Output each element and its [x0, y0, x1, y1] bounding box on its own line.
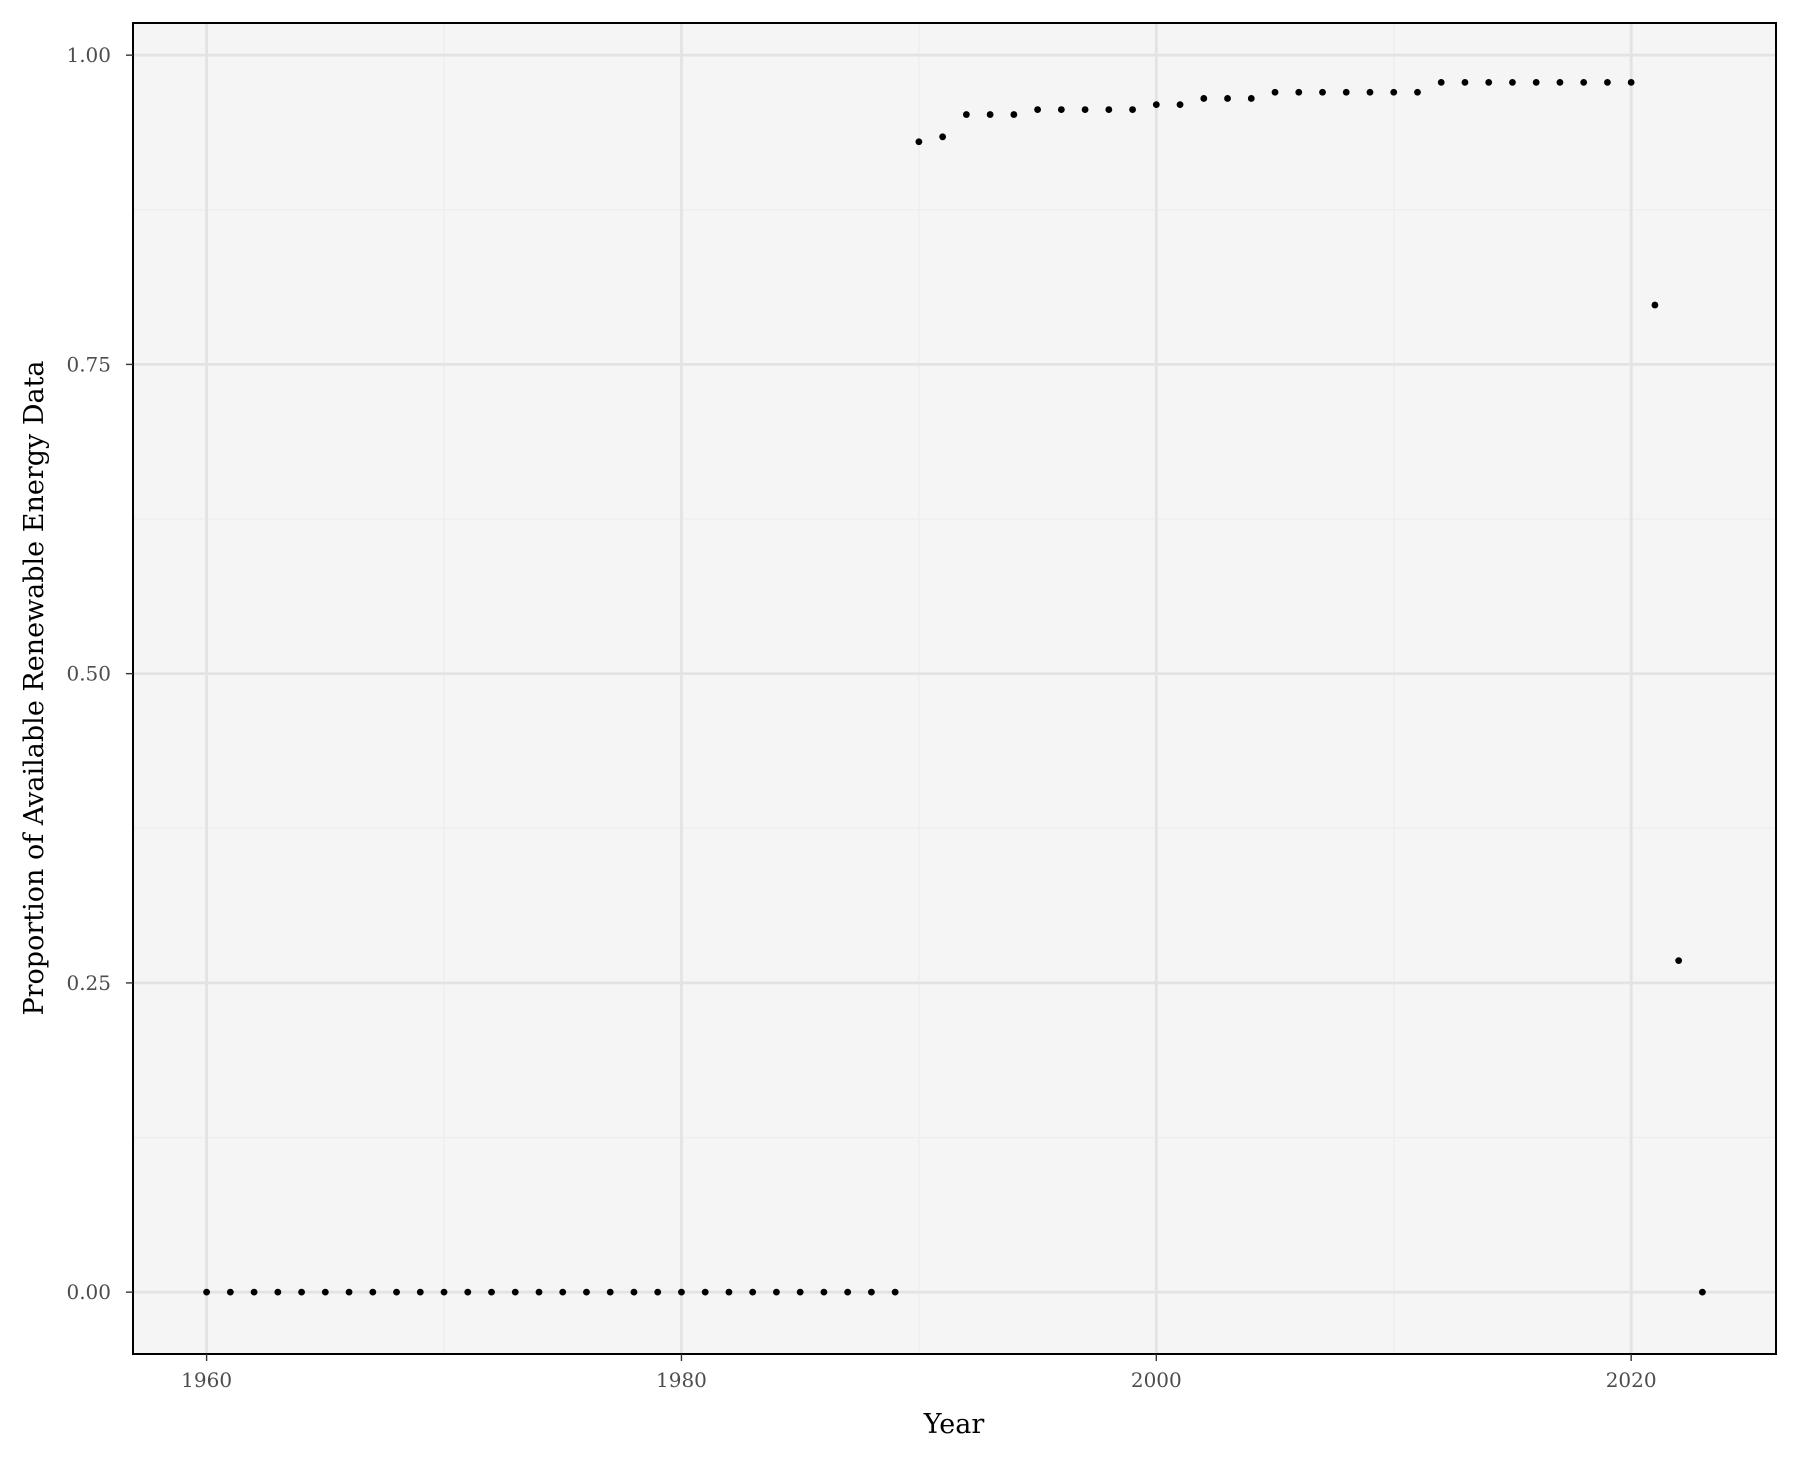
data-point	[440, 1288, 448, 1296]
data-point	[1437, 78, 1445, 86]
data-point	[369, 1288, 377, 1296]
data-point	[298, 1288, 305, 1296]
data-point	[1295, 88, 1303, 96]
data-point	[1366, 88, 1374, 96]
data-point	[1390, 88, 1398, 96]
major-gridlines	[133, 23, 1776, 1354]
data-point	[796, 1288, 804, 1296]
data-point	[773, 1288, 780, 1296]
data-point	[1532, 78, 1540, 86]
data-point	[1580, 78, 1588, 86]
data-point	[1224, 95, 1231, 102]
data-point	[1485, 78, 1493, 86]
x-tick-label: 1980	[656, 1368, 707, 1392]
data-point	[1034, 106, 1041, 113]
data-point	[915, 138, 923, 146]
data-point	[464, 1288, 472, 1296]
data-point	[630, 1288, 638, 1296]
data-point	[488, 1288, 495, 1296]
data-point	[1200, 95, 1208, 102]
data-point	[250, 1288, 258, 1296]
data-point	[678, 1288, 685, 1296]
data-point	[1627, 78, 1635, 86]
data-point	[393, 1288, 400, 1296]
data-point	[1010, 111, 1018, 118]
data-point	[1342, 88, 1350, 96]
x-tick-label: 2000	[1131, 1368, 1182, 1392]
data-points	[203, 78, 1706, 1296]
data-point	[868, 1288, 875, 1296]
data-point	[511, 1288, 519, 1296]
plot-panel-border	[132, 22, 1777, 1355]
data-point	[274, 1288, 282, 1296]
x-axis-title: Year	[923, 1409, 985, 1440]
y-axis-title: Proportion of Available Renewable Energy…	[19, 360, 50, 1015]
data-point	[1414, 88, 1421, 96]
data-point	[725, 1288, 733, 1296]
data-point	[1461, 78, 1469, 86]
data-point	[1247, 95, 1255, 102]
data-point	[583, 1288, 590, 1296]
x-tick-label: 2020	[1606, 1368, 1657, 1392]
data-point	[701, 1288, 709, 1296]
data-point	[1698, 1288, 1706, 1296]
data-point	[345, 1288, 353, 1296]
data-point	[1129, 106, 1136, 113]
data-point	[654, 1288, 662, 1296]
minor-gridlines	[133, 23, 1776, 1354]
plot-panel-background	[133, 23, 1776, 1354]
data-point	[606, 1288, 614, 1296]
data-point	[203, 1288, 211, 1296]
data-point	[844, 1288, 852, 1296]
data-point	[416, 1288, 424, 1296]
data-point	[1057, 106, 1065, 113]
data-point	[1176, 101, 1184, 109]
y-axis-ticks: 0.00 0.25 0.50 0.75 1.00	[66, 43, 133, 1304]
data-point	[939, 133, 947, 141]
data-point	[559, 1288, 567, 1296]
data-point	[820, 1288, 828, 1296]
data-point	[986, 111, 994, 118]
data-point	[1105, 106, 1113, 113]
y-tick-label: 0.75	[66, 352, 111, 376]
y-tick-label: 0.00	[66, 1280, 111, 1304]
data-point	[962, 111, 970, 118]
data-point	[1509, 78, 1516, 86]
data-point	[226, 1288, 234, 1296]
data-point	[1556, 78, 1564, 86]
data-point	[535, 1288, 543, 1296]
data-point	[1604, 78, 1611, 86]
data-point	[891, 1288, 899, 1296]
data-point	[1081, 106, 1089, 113]
x-axis-ticks: 1960 1980 2000 2020	[181, 1354, 1657, 1392]
y-tick-label: 0.50	[66, 662, 111, 686]
data-point	[1675, 957, 1683, 965]
y-tick-label: 1.00	[66, 43, 111, 67]
data-point	[321, 1288, 329, 1296]
data-point	[1152, 101, 1160, 109]
data-point	[1651, 301, 1659, 309]
x-tick-label: 1960	[181, 1368, 232, 1392]
data-point	[1319, 88, 1326, 96]
y-tick-label: 0.25	[66, 971, 111, 995]
data-point	[749, 1288, 757, 1296]
data-point	[1271, 88, 1279, 96]
